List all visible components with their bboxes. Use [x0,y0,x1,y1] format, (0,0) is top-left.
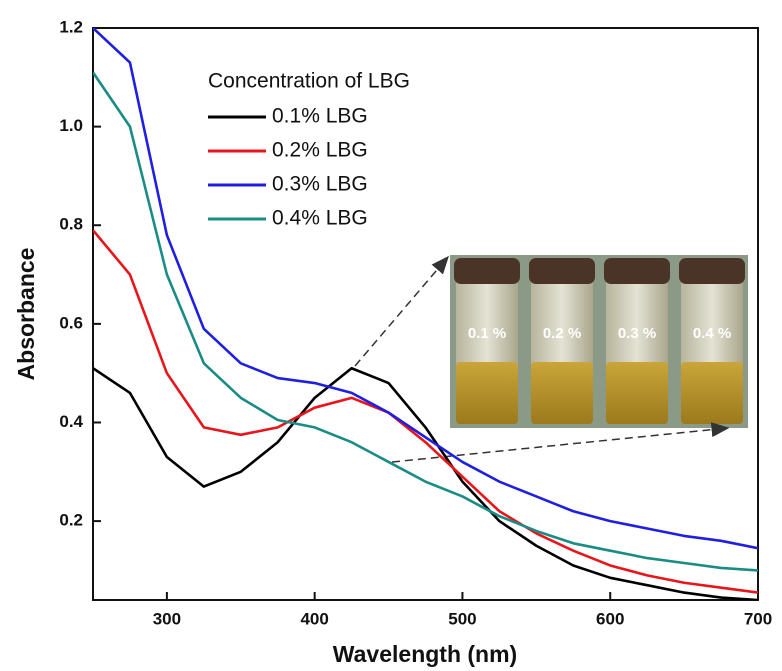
x-tick-label: 500 [448,609,476,628]
vial-liquid [606,362,668,424]
y-tick-label: 0.2 [59,511,83,530]
y-tick-label: 0.8 [59,215,83,234]
y-tick-label: 1.2 [59,17,83,36]
y-tick-label: 0.6 [59,313,83,332]
data-line [93,28,758,550]
y-tick-label: 0.4 [59,412,83,431]
x-axis-title: Wavelength (nm) [333,641,517,667]
legend-label: 0.3% LBG [272,173,368,196]
vial-liquid [681,362,743,424]
inset-label: 0.4 % [693,325,731,342]
arrow [354,255,449,367]
y-axis-title: Absorbance [13,248,39,381]
legend-title: Concentration of LBG [208,70,410,93]
vial-cap [529,258,595,284]
x-tick-label: 300 [153,609,181,628]
plot-frame [92,27,759,601]
vial-cap [454,258,520,284]
data-line [93,366,758,600]
x-tick-label: 400 [300,609,328,628]
inset-label: 0.1 % [468,325,506,342]
series-group [93,28,758,600]
vial-cap [604,258,670,284]
inset-photo: 0.1 % 0.2 % 0.3 % 0.4 % [450,255,748,428]
x-tick-label: 600 [596,609,624,628]
y-tick-label: 1.0 [59,116,83,135]
inset-label: 0.3 % [618,325,656,342]
legend-label: 0.4% LBG [272,207,368,230]
data-line [93,229,758,594]
x-tick-label: 700 [744,609,772,628]
data-line [93,71,758,572]
vial-liquid [456,362,518,424]
inset-label: 0.2 % [543,325,581,342]
arrow [391,422,730,463]
vial-cap [679,258,745,284]
vial-liquid [531,362,593,424]
legend-label: 0.2% LBG [272,139,368,162]
legend-label: 0.1% LBG [272,105,368,128]
